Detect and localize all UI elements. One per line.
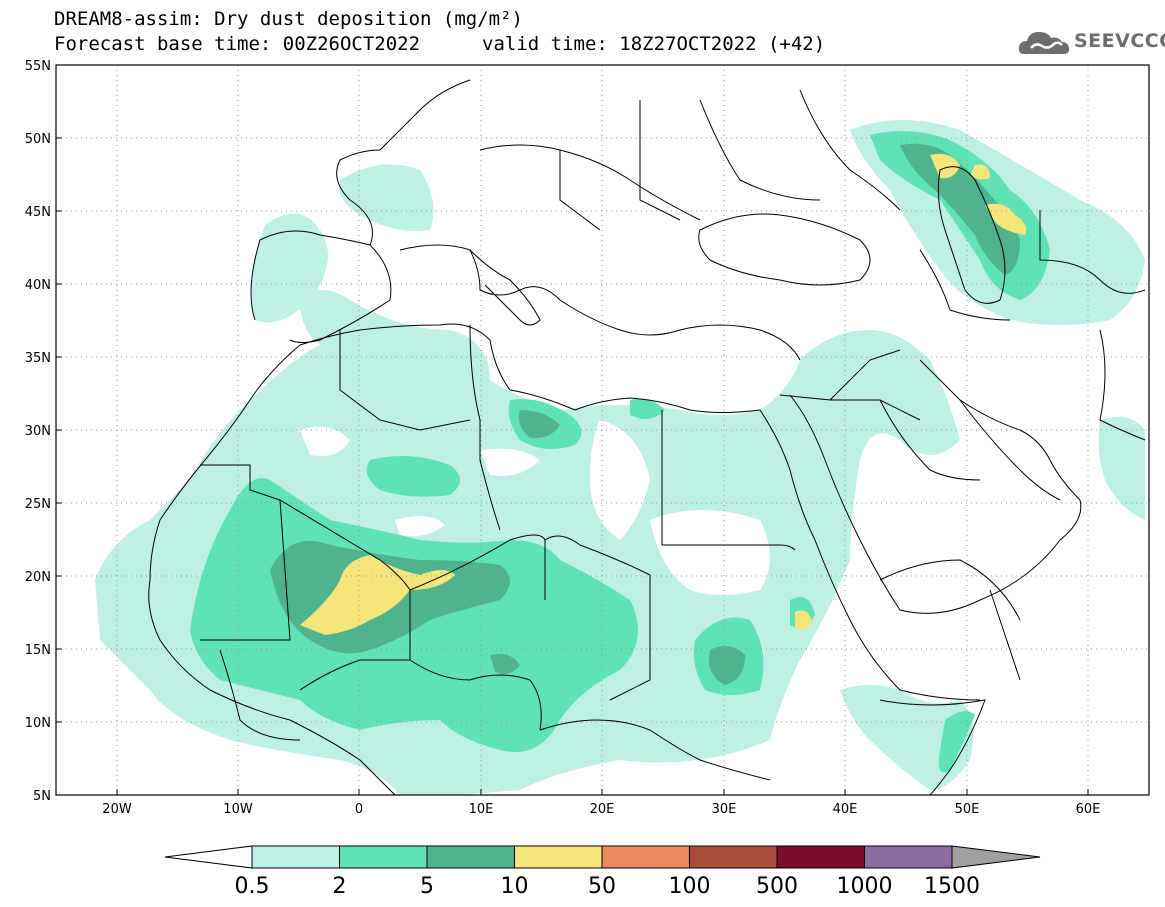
colorbar-segment <box>689 845 778 869</box>
valid-time: valid time: 18Z27OCT2022 (+42) <box>482 33 826 55</box>
lat-label: 10N <box>25 716 51 731</box>
lat-label: 5N <box>33 789 51 804</box>
lat-label: 50N <box>25 132 51 147</box>
colorbar-label: 500 <box>756 874 798 899</box>
forecast-times: Forecast base time: 00Z26OCT2022 valid ti… <box>54 33 825 55</box>
deposition-band-10-50 <box>300 153 1027 635</box>
lat-label: 45N <box>25 205 51 220</box>
graticule <box>56 65 1149 795</box>
axis-ticks <box>56 137 1089 795</box>
colorbar-segment <box>514 845 603 869</box>
colorbar-label: 10 <box>501 874 529 899</box>
colorbar-label: 2 <box>333 874 347 899</box>
colorbar-segment <box>776 845 865 869</box>
colorbar-segment <box>864 845 953 869</box>
lat-label: 40N <box>25 278 51 293</box>
latitude-labels: 55N 50N 45N 40N 35N 30N 25N 20N 15N 10N … <box>25 59 51 804</box>
colorbar <box>164 845 1041 869</box>
colorbar-labels: 0.5 2 5 10 50 100 500 1000 1500 <box>235 874 981 899</box>
colorbar-max-arrow <box>951 845 1041 869</box>
lat-label: 15N <box>25 643 51 658</box>
lon-label: 30E <box>712 802 737 817</box>
lat-label: 30N <box>25 424 51 439</box>
base-time: Forecast base time: 00Z26OCT2022 <box>54 33 421 55</box>
lon-label: 60E <box>1076 802 1101 817</box>
lat-label: 20N <box>25 570 51 585</box>
colorbar-label: 5 <box>420 874 434 899</box>
colorbar-segment <box>251 845 340 869</box>
seevccc-logo: SEEVCCC <box>1018 24 1165 60</box>
lat-label: 55N <box>25 59 51 74</box>
logo-text: SEEVCCC <box>1074 30 1165 52</box>
field-gaps <box>300 420 970 690</box>
colorbar-label: 100 <box>669 874 711 899</box>
lon-label: 10W <box>223 802 253 817</box>
colorbar-min-arrow <box>164 845 253 869</box>
colorbar-label: 50 <box>588 874 616 899</box>
map-title: DREAM8-assim: Dry dust deposition (mg/m²… <box>54 8 523 30</box>
lon-label: 20W <box>102 802 132 817</box>
longitude-labels: 20W 10W 0 10E 20E 30E 40E 50E 60E <box>102 802 1100 817</box>
colorbar-label: 1500 <box>924 874 980 899</box>
lat-label: 35N <box>25 351 51 366</box>
colorbar-segment <box>426 845 515 869</box>
colorbar-segment <box>339 845 428 869</box>
lon-label: 50E <box>955 802 980 817</box>
lon-label: 0 <box>355 802 363 817</box>
lon-label: 20E <box>590 802 615 817</box>
lon-label: 10E <box>469 802 494 817</box>
colorbar-label: 0.5 <box>235 874 270 899</box>
cloud-icon <box>1018 32 1070 54</box>
lat-label: 25N <box>25 497 51 512</box>
lon-label: 40E <box>833 802 858 817</box>
colorbar-label: 1000 <box>837 874 893 899</box>
dust-field <box>95 120 1145 795</box>
coastlines-borders <box>148 79 1146 795</box>
colorbar-segment <box>601 845 690 869</box>
